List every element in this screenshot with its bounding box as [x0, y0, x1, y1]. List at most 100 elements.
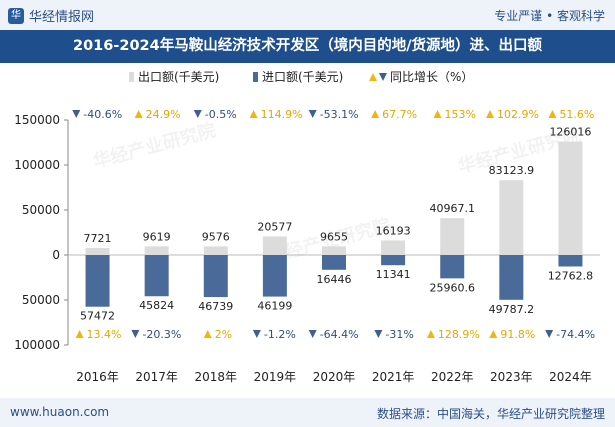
chart-title: 2016-2024年马鞍山经济技术开发区（境内目的地/货源地）进、出口额: [0, 30, 615, 63]
export-growth-label: -53.1%: [320, 108, 359, 121]
import-growth: -1.2%: [252, 328, 296, 341]
import-growth: 91.8%: [489, 328, 535, 341]
import-growth-label: 13.4%: [87, 328, 122, 341]
x-tick-label: 2024年: [549, 370, 592, 384]
legend-import-swatch: [253, 72, 258, 82]
import-growth: -64.4%: [308, 328, 359, 341]
brand-name: 华经情报网: [29, 10, 95, 25]
export-value-label: 20577: [257, 220, 292, 233]
export-value-label: 9619: [143, 230, 171, 243]
down-arrow-icon: [131, 330, 140, 338]
import-growth-label: 2%: [215, 328, 232, 341]
legend-export-swatch: [129, 72, 134, 82]
import-growth-label: -1.2%: [264, 328, 296, 341]
import-bar: [262, 255, 287, 297]
export-growth-label: 114.9%: [261, 108, 303, 121]
y-tick-label: 50000: [22, 293, 60, 307]
legend-up-arrow-icon: [369, 73, 377, 81]
down-arrow-icon: [193, 110, 202, 118]
up-arrow-icon: [371, 110, 380, 118]
import-growth: 128.9%: [426, 328, 480, 341]
top-banner: 华 华经情报网 专业严谨 • 客观科学: [0, 0, 615, 30]
down-arrow-icon: [308, 330, 317, 338]
import-growth: -20.3%: [131, 328, 181, 341]
export-bar: [85, 248, 110, 255]
import-growth: -74.4%: [545, 328, 595, 341]
export-growth: -0.5%: [193, 108, 237, 121]
footer-source: 数据来源：中国海关，华经产业研究院整理: [376, 407, 605, 421]
legend-down-arrow-icon: [379, 73, 387, 81]
down-arrow-icon: [308, 110, 317, 118]
import-value-label: 11341: [376, 268, 411, 281]
legend-import-label: 进口额(千美元): [262, 70, 343, 84]
export-bar: [499, 180, 524, 255]
x-tick-label: 2020年: [313, 370, 356, 384]
export-value-label: 9576: [202, 230, 230, 243]
up-arrow-icon: [426, 330, 435, 338]
export-value-label: 9655: [320, 230, 348, 243]
x-tick-label: 2018年: [195, 370, 238, 384]
export-growth-label: 67.7%: [382, 108, 417, 121]
up-arrow-icon: [433, 110, 442, 118]
export-value-label: 40967.1: [429, 202, 475, 215]
down-arrow-icon: [374, 330, 383, 338]
x-tick-label: 2021年: [372, 370, 415, 384]
y-tick-label: 100000: [14, 338, 60, 352]
import-value-label: 49787.2: [489, 303, 535, 316]
export-bar: [322, 246, 346, 255]
footer-url[interactable]: www.huaon.com: [10, 405, 110, 419]
watermark: 华经产业研究院: [91, 119, 218, 173]
import-value-label: 45824: [139, 299, 174, 312]
import-value-label: 57472: [80, 310, 115, 323]
import-bar: [203, 255, 228, 298]
export-growth-label: 24.9%: [146, 108, 181, 121]
up-arrow-icon: [134, 110, 143, 118]
down-arrow-icon: [252, 330, 261, 338]
brand[interactable]: 华 华经情报网: [8, 6, 94, 25]
export-bar: [262, 236, 287, 255]
export-growth-label: 51.6%: [559, 108, 594, 121]
export-growth-label: 102.9%: [497, 108, 539, 121]
import-growth-label: -31%: [385, 328, 413, 341]
export-growth: 51.6%: [548, 108, 594, 121]
x-tick-label: 2023年: [490, 370, 533, 384]
export-bar: [203, 246, 228, 255]
legend-export-label: 出口额(千美元): [138, 70, 219, 84]
footer: www.huaon.com 数据来源：中国海关，华经产业研究院整理: [0, 398, 615, 427]
import-bar: [144, 255, 169, 297]
export-growth: 24.9%: [134, 108, 181, 121]
export-bar: [558, 141, 583, 255]
import-bar: [381, 255, 406, 266]
import-bar: [440, 255, 465, 279]
import-growth: 13.4%: [75, 328, 122, 341]
up-arrow-icon: [486, 110, 495, 118]
export-value-label: 126016: [549, 126, 591, 139]
x-tick-label: 2022年: [431, 370, 474, 384]
up-arrow-icon: [548, 110, 557, 118]
export-value-label: 83123.9: [489, 164, 535, 177]
export-value-label: 7721: [84, 232, 112, 245]
import-growth: 2%: [203, 328, 232, 341]
up-arrow-icon: [75, 330, 84, 338]
y-tick-label: 100000: [14, 158, 60, 172]
import-value-label: 46199: [257, 300, 292, 313]
import-bar: [85, 255, 110, 307]
import-growth-label: -64.4%: [320, 328, 359, 341]
export-bar: [381, 240, 406, 255]
down-arrow-icon: [72, 110, 81, 118]
import-bar: [322, 255, 346, 270]
import-growth-label: 91.8%: [500, 328, 535, 341]
export-growth: 153%: [433, 108, 476, 121]
x-tick-label: 2016年: [76, 370, 119, 384]
import-growth-label: -74.4%: [556, 328, 595, 341]
import-bar: [558, 255, 583, 267]
export-growth: 67.7%: [371, 108, 417, 121]
up-arrow-icon: [489, 330, 498, 338]
import-value-label: 46739: [198, 300, 233, 313]
export-bar: [440, 218, 465, 255]
brand-logo-icon: 华: [8, 7, 24, 24]
y-tick-label: 150000: [14, 113, 60, 127]
tagline: 专业严谨 • 客观科学: [494, 9, 605, 23]
export-growth: 102.9%: [486, 108, 539, 121]
import-bar: [499, 255, 524, 300]
